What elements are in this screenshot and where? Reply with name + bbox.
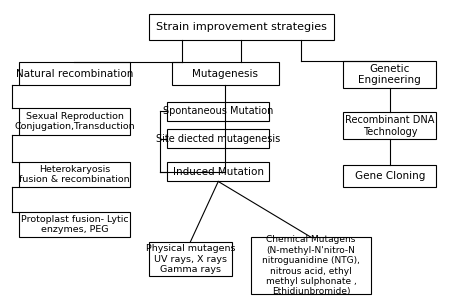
- Text: Protoplast fusion- Lytic
enzymes, PEG: Protoplast fusion- Lytic enzymes, PEG: [21, 215, 128, 234]
- Text: Heterokaryosis
fusion & recombination: Heterokaryosis fusion & recombination: [19, 165, 130, 185]
- FancyBboxPatch shape: [172, 63, 279, 85]
- Text: Mutagenesis: Mutagenesis: [192, 69, 258, 79]
- Text: Recombinant DNA
Technology: Recombinant DNA Technology: [345, 115, 435, 137]
- Text: Spontaneous Mutation: Spontaneous Mutation: [163, 106, 273, 117]
- Text: Strain improvement strategies: Strain improvement strategies: [156, 22, 327, 32]
- FancyBboxPatch shape: [149, 242, 232, 276]
- Text: Chemical Mutagens
(N-methyl-N'nitro-N
nitroguanidine (NTG),
nitrous acid, ethyl
: Chemical Mutagens (N-methyl-N'nitro-N ni…: [262, 235, 360, 296]
- FancyBboxPatch shape: [149, 14, 334, 40]
- Text: Induced Mutation: Induced Mutation: [173, 167, 264, 177]
- FancyBboxPatch shape: [251, 237, 371, 294]
- FancyBboxPatch shape: [19, 63, 130, 85]
- FancyBboxPatch shape: [167, 129, 269, 148]
- FancyBboxPatch shape: [19, 162, 130, 188]
- Text: Natural recombination: Natural recombination: [16, 69, 133, 79]
- FancyBboxPatch shape: [344, 165, 436, 188]
- Text: Site diected mutagenesis: Site diected mutagenesis: [156, 134, 281, 144]
- FancyBboxPatch shape: [344, 61, 436, 88]
- FancyBboxPatch shape: [167, 162, 269, 181]
- FancyBboxPatch shape: [344, 112, 436, 139]
- FancyBboxPatch shape: [19, 212, 130, 237]
- Text: Gene Cloning: Gene Cloning: [355, 171, 425, 181]
- Text: Sexual Reproduction
Conjugation,Transduction: Sexual Reproduction Conjugation,Transduc…: [14, 112, 135, 131]
- Text: Genetic
Engineering: Genetic Engineering: [358, 64, 421, 85]
- FancyBboxPatch shape: [167, 102, 269, 121]
- Text: Physical mutagens
UV rays, X rays
Gamma rays: Physical mutagens UV rays, X rays Gamma …: [146, 244, 235, 274]
- FancyBboxPatch shape: [19, 108, 130, 135]
